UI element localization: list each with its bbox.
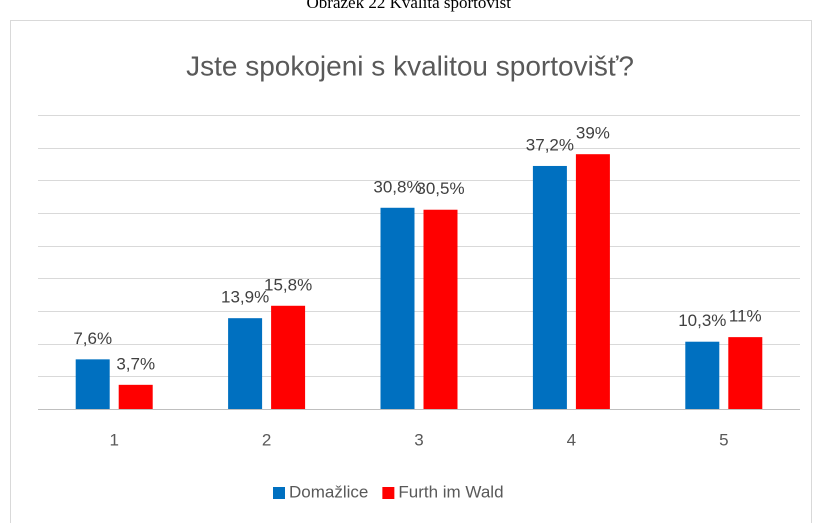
data-label: 15,8%: [264, 275, 312, 294]
data-label: 37,2%: [526, 135, 574, 154]
legend-label: Furth im Wald: [398, 482, 503, 501]
x-tick-label: 5: [719, 430, 728, 449]
x-tick-label: 1: [109, 430, 118, 449]
data-label: 13,9%: [221, 288, 269, 307]
data-label: 7,6%: [73, 329, 112, 348]
bar: [380, 207, 415, 409]
bar: [271, 305, 306, 409]
bar: [228, 318, 263, 409]
bar: [685, 341, 720, 409]
data-label: 10,3%: [678, 311, 726, 330]
legend-swatch: [382, 487, 395, 499]
caption: Obrázek 22 Kvalita sportovišť: [307, 0, 514, 12]
x-tick-label: 2: [262, 430, 271, 449]
bar: [423, 209, 458, 409]
x-tick-label: 3: [414, 430, 423, 449]
data-label: 30,8%: [373, 177, 421, 196]
data-label: 30,5%: [416, 179, 464, 198]
bar: [118, 384, 153, 409]
chart-title: Jste spokojeni s kvalitou sportovišť?: [186, 50, 634, 81]
legend-label: Domažlice: [289, 482, 368, 501]
data-label: 3,7%: [116, 354, 155, 373]
bar: [728, 337, 763, 409]
bar: [75, 359, 110, 409]
data-label: 39%: [576, 124, 610, 143]
bar: [532, 165, 567, 409]
data-label: 11%: [729, 307, 762, 326]
x-tick-label: 4: [567, 430, 576, 449]
bar: [575, 154, 610, 409]
legend-swatch: [273, 487, 285, 499]
